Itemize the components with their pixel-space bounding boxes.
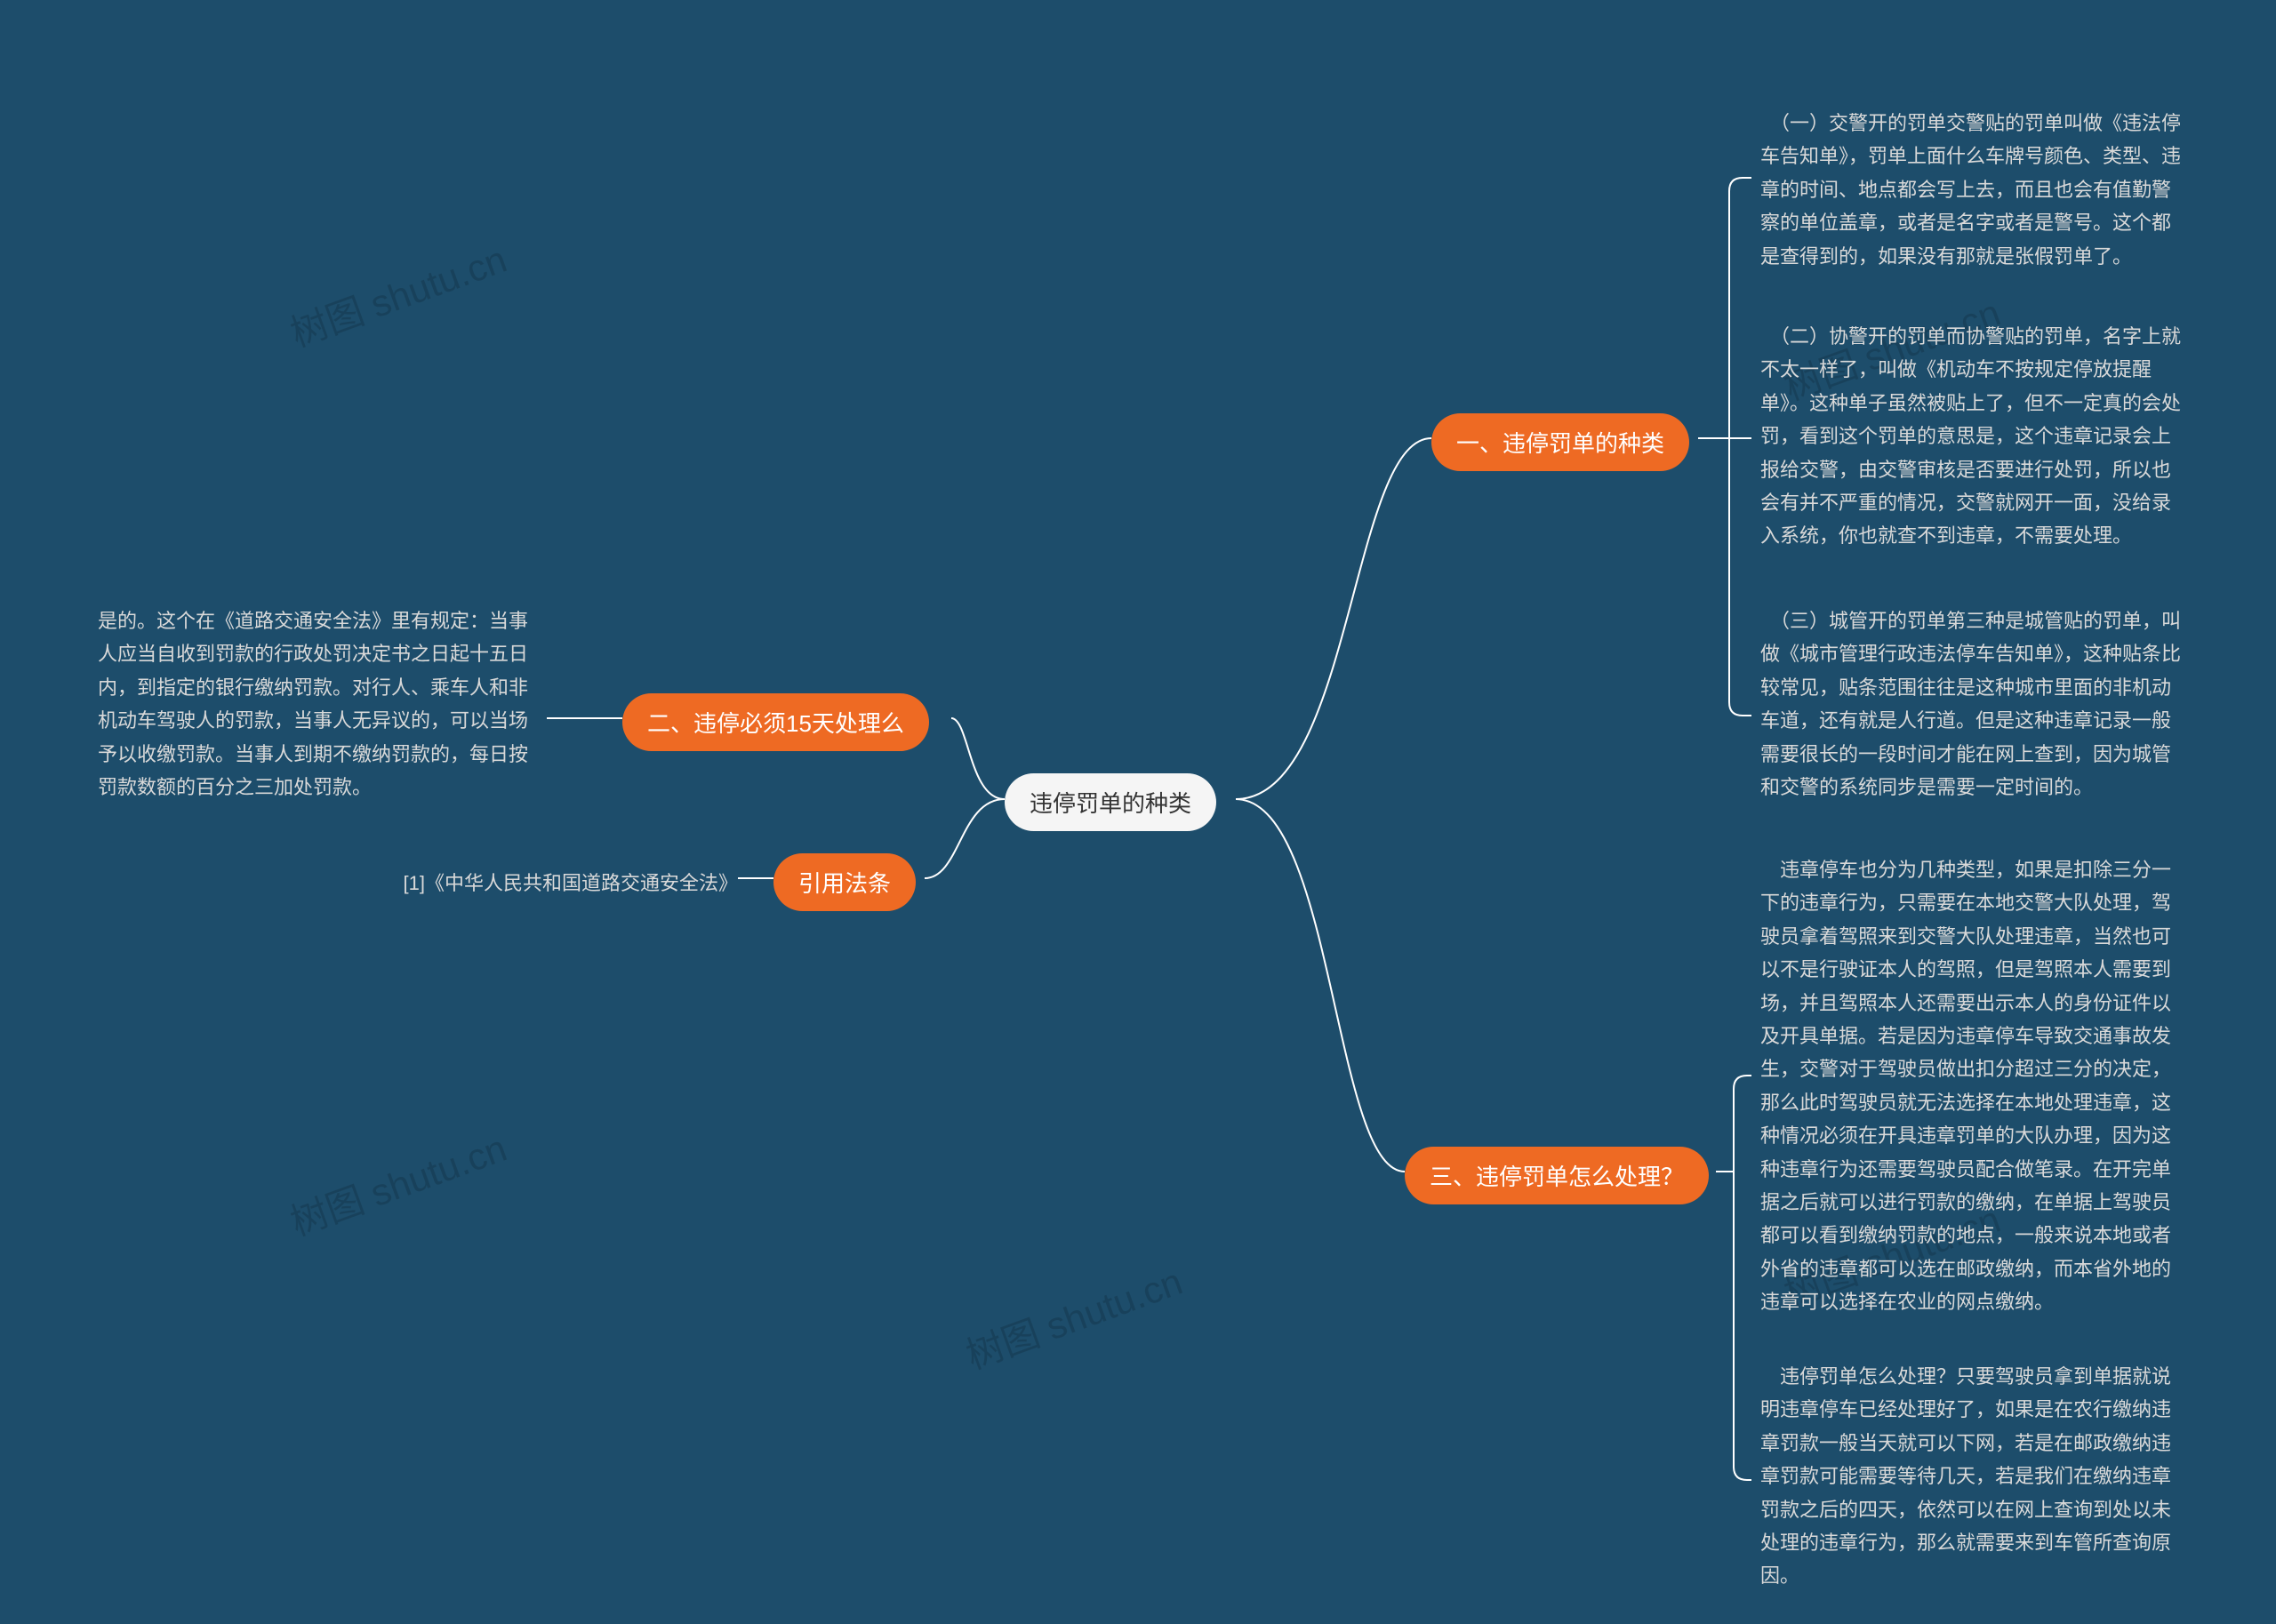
- leaf-text-1b: （二）协警开的罚单而协警贴的罚单，名字上就不太一样了，叫做《机动车不按规定停放提…: [1760, 320, 2187, 553]
- connector: [1236, 438, 1431, 799]
- bracket: [1734, 1172, 1751, 1480]
- leaf-text-3b: 违停罚单怎么处理？只要驾驶员拿到单据就说明违章停车已经处理好了，如果是在农行缴纳…: [1760, 1360, 2187, 1593]
- leaf-text-1a: （一）交警开的罚单交警贴的罚单叫做《违法停车告知单》，罚单上面什么车牌号颜色、类…: [1760, 107, 2187, 273]
- leaf-text-4: [1]《中华人民共和国道路交通安全法》: [347, 867, 738, 900]
- watermark: 树图 shutu.cn: [282, 1118, 513, 1246]
- leaf-text-2: 是的。这个在《道路交通安全法》里有规定：当事人应当自收到罚款的行政处罚决定书之日…: [98, 604, 542, 804]
- branch-node-1[interactable]: 一、违停罚单的种类: [1431, 413, 1689, 471]
- root-node[interactable]: 违停罚单的种类: [1005, 773, 1216, 831]
- connector: [951, 718, 1005, 799]
- branch-node-2[interactable]: 二、违停必须15天处理么: [622, 693, 929, 751]
- branch-node-3[interactable]: 三、违停罚单怎么处理？: [1405, 1147, 1709, 1204]
- bracket: [1698, 178, 1751, 438]
- connector: [925, 799, 1005, 878]
- connector: [1236, 799, 1405, 1172]
- watermark: 树图 shutu.cn: [958, 1252, 1189, 1380]
- bracket: [1729, 438, 1751, 716]
- bracket: [1716, 1076, 1751, 1172]
- branch-node-4[interactable]: 引用法条: [773, 853, 916, 911]
- leaf-text-1c: （三）城管开的罚单第三种是城管贴的罚单，叫做《城市管理行政违法停车告知单》，这种…: [1760, 604, 2187, 804]
- leaf-text-3a: 违章停车也分为几种类型，如果是扣除三分一下的违章行为，只需要在本地交警大队处理，…: [1760, 853, 2187, 1318]
- watermark: 树图 shutu.cn: [282, 229, 513, 357]
